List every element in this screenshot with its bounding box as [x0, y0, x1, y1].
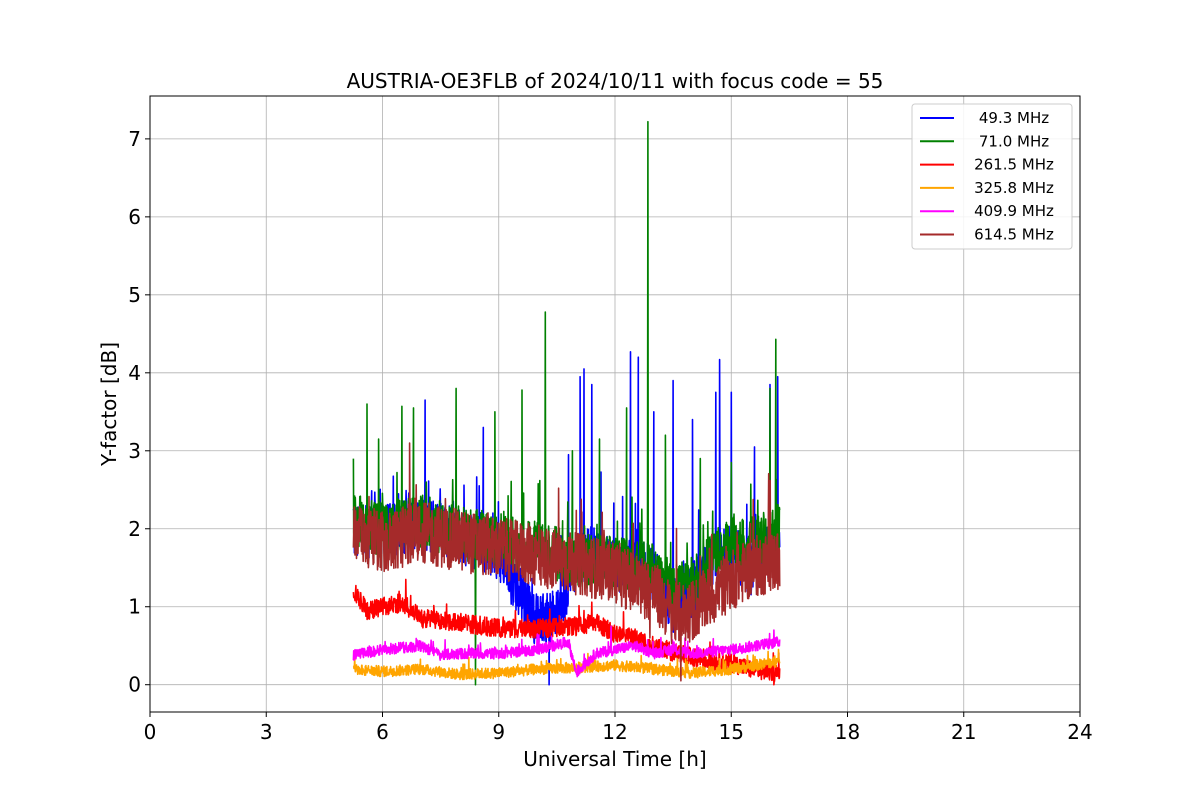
series-line-3 [352, 648, 781, 681]
y-tick-label: 0 [128, 673, 141, 697]
chart-title: AUSTRIA-OE3FLB of 2024/10/11 with focus … [347, 69, 884, 93]
x-tick-label: 9 [492, 720, 505, 744]
y-tick-label: 7 [128, 127, 141, 151]
legend-label: 409.9 MHz [974, 202, 1054, 220]
x-tick-label: 21 [951, 720, 976, 744]
legend-label: 49.3 MHz [979, 109, 1049, 127]
y-tick-label: 6 [128, 205, 141, 229]
x-tick-label: 0 [144, 720, 157, 744]
y-tick-label: 5 [128, 283, 141, 307]
series-line-5 [352, 442, 781, 682]
legend-box [911, 103, 1073, 250]
x-axis-label: Universal Time [h] [523, 747, 706, 771]
legend-label: 261.5 MHz [974, 156, 1054, 174]
series-line-4 [352, 625, 781, 678]
y-tick-label: 2 [128, 517, 141, 541]
series-line-2 [352, 578, 781, 686]
x-tick-label: 6 [376, 720, 389, 744]
legend-label: 614.5 MHz [974, 226, 1054, 244]
legend-label: 325.8 MHz [974, 179, 1054, 197]
legend-label: 71.0 MHz [979, 132, 1049, 150]
x-tick-label: 18 [835, 720, 860, 744]
x-tick-label: 3 [260, 720, 273, 744]
y-axis-label: Y-factor [dB] [97, 342, 121, 467]
y-tick-label: 4 [128, 361, 141, 385]
y-tick-label: 3 [128, 439, 141, 463]
plot-lines [352, 120, 781, 686]
x-tick-label: 24 [1067, 720, 1092, 744]
y-tick-label: 1 [128, 595, 141, 619]
legend: 49.3 MHz 71.0 MHz 261.5 MHz 325.8 MHz 409.9 … [911, 103, 1073, 250]
x-tick-label: 15 [719, 720, 744, 744]
x-tick-label: 12 [602, 720, 627, 744]
